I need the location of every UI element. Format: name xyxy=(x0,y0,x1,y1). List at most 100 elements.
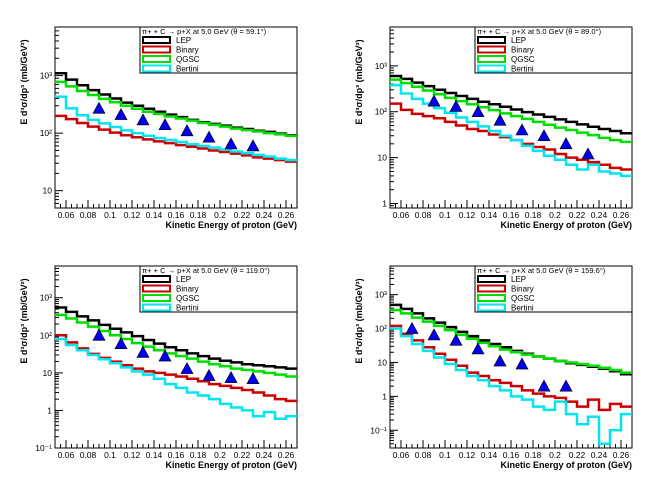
data-point-marker xyxy=(114,107,128,120)
legend-label-binary: Binary xyxy=(176,46,199,55)
data-point-marker xyxy=(515,123,529,136)
data-point-marker xyxy=(246,139,260,152)
x-tick-label: 0.24 xyxy=(256,210,273,220)
data-point-marker xyxy=(180,361,194,374)
x-tick-label: 0.22 xyxy=(569,450,586,460)
data-point-marker xyxy=(471,105,485,118)
x-axis-label: Kinetic Energy of proton (GeV) xyxy=(165,460,297,470)
data-point-marker xyxy=(493,354,507,367)
legend-swatch-bertini xyxy=(477,64,506,73)
x-tick-label: 0.12 xyxy=(124,450,141,460)
legend-label-qgsc: QGSC xyxy=(511,294,535,303)
data-point-marker xyxy=(493,113,507,126)
x-axis: 0.06 0.08 0.1 0.12 0.14 0.16 0.18 0.2 0.22 0.24 0.… xyxy=(54,200,298,220)
x-tick-label: 0.12 xyxy=(459,210,476,220)
x-tick-label: 0.08 xyxy=(80,210,97,220)
legend-swatch-binary xyxy=(142,284,171,293)
x-tick-label: 0.22 xyxy=(569,210,586,220)
x-tick-label: 0.1 xyxy=(439,450,451,460)
legend-label-qgsc: QGSC xyxy=(511,55,535,64)
legend-label-qgsc: QGSC xyxy=(176,294,200,303)
legend-label-qgsc: QGSC xyxy=(176,55,200,64)
y-tick-label: 10 xyxy=(378,357,388,367)
x-tick-label: 0.08 xyxy=(415,450,432,460)
y-tick-label: 10³ xyxy=(40,293,52,303)
data-point-marker xyxy=(559,379,573,392)
data-point-marker xyxy=(136,345,150,358)
series-group xyxy=(55,71,297,163)
x-tick-label: 0.14 xyxy=(481,450,498,460)
data-point-marker xyxy=(471,342,485,355)
y-tick-label: 10³ xyxy=(40,71,52,81)
data-point-marker xyxy=(224,137,238,150)
y-axis-label: E d³σ/dp³ (mb/GeV²) xyxy=(354,39,364,124)
series-line-lep xyxy=(390,74,632,135)
x-tick-label: 0.1 xyxy=(104,450,116,460)
series-group xyxy=(55,306,297,421)
x-tick-label: 0.18 xyxy=(525,450,542,460)
legend-swatch-lep xyxy=(142,36,171,44)
y-axis: 10⁻¹ 1 10 10² 10³ xyxy=(35,265,63,453)
series-group xyxy=(390,303,632,446)
legend-label-lep: LEP xyxy=(511,275,526,284)
x-tick-label: 0.16 xyxy=(168,210,185,220)
x-tick-label: 0.14 xyxy=(146,210,163,220)
data-point-marker xyxy=(224,370,238,383)
x-tick-label: 0.16 xyxy=(168,450,185,460)
data-point-marker xyxy=(92,328,106,341)
legend-label-binary: Binary xyxy=(511,285,534,294)
data-point-marker xyxy=(158,349,172,362)
y-tick-label: 10 xyxy=(43,368,53,378)
legend-swatch-qgsc xyxy=(142,294,171,302)
data-point-marker xyxy=(405,321,419,334)
x-axis: 0.06 0.08 0.1 0.12 0.14 0.16 0.18 0.2 0.22 0.24 0.… xyxy=(54,440,298,460)
x-tick-label: 0.22 xyxy=(234,210,251,220)
data-point-marker xyxy=(114,337,128,349)
legend-swatch-lep xyxy=(142,275,171,283)
chart-panel-4: 0.06 0.08 0.1 0.12 0.14 0.16 0.18 0.2 0.22 0.24 0.… xyxy=(354,265,633,470)
chart-panel-1: 0.06 0.08 0.1 0.12 0.14 0.16 0.18 0.2 0.22 0.24 0.… xyxy=(19,26,298,230)
legend-swatch-binary xyxy=(142,45,171,54)
x-tick-label: 0.08 xyxy=(415,210,432,220)
legend-label-lep: LEP xyxy=(176,36,191,45)
legend-label-bertini: Bertini xyxy=(176,304,199,313)
x-tick-label: 0.06 xyxy=(58,450,75,460)
series-line-bertini xyxy=(390,327,632,446)
legend-swatch-qgsc xyxy=(477,55,506,63)
y-tick-label: 10⁻¹ xyxy=(35,443,52,453)
legend-swatch-lep xyxy=(477,36,506,44)
legend-swatch-qgsc xyxy=(477,294,506,302)
x-tick-label: 0.06 xyxy=(393,210,410,220)
y-tick-label: 1 xyxy=(382,391,387,401)
x-tick-label: 0.06 xyxy=(393,450,410,460)
data-point-marker xyxy=(427,328,441,341)
x-tick-label: 0.2 xyxy=(549,210,561,220)
series-line-qgsc xyxy=(390,308,632,374)
data-point-marker xyxy=(202,130,216,143)
y-tick-label: 10² xyxy=(375,324,387,334)
legend-label-binary: Binary xyxy=(511,46,534,55)
series-line-bertini xyxy=(55,337,297,421)
data-point-marker xyxy=(449,333,463,346)
x-tick-label: 0.26 xyxy=(613,210,630,220)
legend-label-bertini: Bertini xyxy=(176,65,199,74)
series-line-binary xyxy=(390,324,632,412)
data-point-marker xyxy=(158,118,172,131)
legend-label-bertini: Bertini xyxy=(511,65,534,74)
y-tick-label: 10 xyxy=(43,186,53,196)
x-tick-label: 0.16 xyxy=(503,450,520,460)
y-tick-label: 1 xyxy=(382,199,387,209)
legend-swatch-binary xyxy=(477,45,506,54)
legend-swatch-lep xyxy=(477,275,506,283)
legend-title: π+ + C → p+X at 5.0 GeV (θ = 159.6°) xyxy=(477,266,606,275)
x-tick-label: 0.18 xyxy=(190,210,207,220)
legend-title: π+ + C → p+X at 5.0 GeV (θ = 89.0°) xyxy=(477,27,602,36)
data-point-marker xyxy=(537,129,551,142)
x-tick-label: 0.2 xyxy=(549,450,561,460)
x-tick-label: 0.14 xyxy=(481,210,498,220)
x-tick-label: 0.06 xyxy=(58,210,75,220)
legend-title: π+ + C → p+X at 5.0 GeV (θ = 59.1°) xyxy=(142,27,267,36)
legend-swatch-binary xyxy=(477,284,506,293)
x-tick-label: 0.16 xyxy=(503,210,520,220)
